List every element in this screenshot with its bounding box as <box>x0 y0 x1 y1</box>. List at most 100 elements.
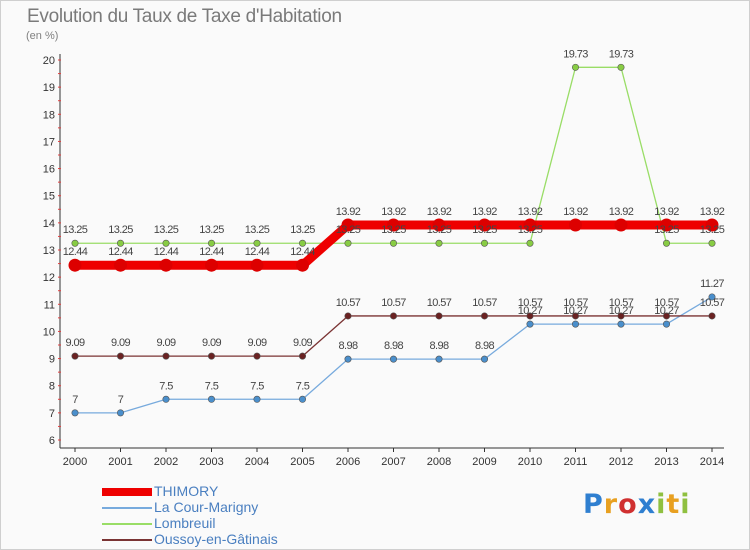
data-point-la-cour-marigny <box>571 320 579 328</box>
data-label-thimory: 13.92 <box>609 206 634 218</box>
y-tick-label: 19 <box>43 82 55 94</box>
x-tick-label: 2013 <box>654 456 678 468</box>
data-point-la-cour-marigny <box>344 355 352 363</box>
data-label-oussoy-en-g-tinais: 10.57 <box>472 297 497 309</box>
legend-swatch-la-cour-marigny <box>102 507 152 509</box>
data-point-lombreuil <box>389 239 397 247</box>
y-tick-label: 8 <box>49 381 55 393</box>
y-tick-label: 7 <box>49 408 55 420</box>
x-tick-label: 2011 <box>564 456 588 468</box>
logo-letter: o <box>618 489 638 520</box>
data-label-oussoy-en-g-tinais: 9.09 <box>202 337 221 349</box>
data-label-oussoy-en-g-tinais: 10.57 <box>427 297 452 309</box>
data-label-thimory: 13.92 <box>336 206 361 218</box>
data-point-oussoy-en-g-tinais <box>435 312 443 320</box>
data-point-thimory <box>159 258 173 272</box>
data-point-lombreuil <box>662 239 670 247</box>
data-point-oussoy-en-g-tinais <box>708 312 716 320</box>
x-tick-label: 2000 <box>63 456 87 468</box>
data-point-thimory <box>205 258 218 272</box>
data-point-thimory <box>478 218 491 232</box>
data-point-oussoy-en-g-tinais <box>253 352 261 360</box>
logo-letter: i <box>680 489 691 520</box>
data-label-thimory: 12.44 <box>290 246 315 258</box>
data-label-thimory: 12.44 <box>199 246 224 258</box>
x-tick-label: 2005 <box>290 456 314 468</box>
x-tick-label: 2008 <box>427 456 451 468</box>
x-tick-label: 2004 <box>245 456 269 468</box>
data-label-oussoy-en-g-tinais: 9.09 <box>247 337 266 349</box>
data-point-thimory <box>387 218 400 232</box>
data-point-lombreuil <box>526 239 534 247</box>
proxiti-logo: Proxiti <box>583 489 691 520</box>
data-point-thimory <box>614 218 628 232</box>
data-point-la-cour-marigny <box>662 320 670 328</box>
data-label-la-cour-marigny: 8.98 <box>429 340 448 352</box>
data-label-thimory: 12.44 <box>154 246 179 258</box>
data-label-thimory: 13.92 <box>381 206 406 218</box>
data-point-lombreuil <box>617 63 625 71</box>
data-label-thimory: 13.92 <box>518 206 543 218</box>
chart-title: Evolution du Taux de Taxe d'Habitation <box>27 6 342 27</box>
data-point-oussoy-en-g-tinais <box>117 352 125 360</box>
y-tick-label: 12 <box>43 272 55 284</box>
data-point-thimory <box>250 258 264 272</box>
x-tick-label: 2014 <box>700 456 724 468</box>
y-tick-label: 6 <box>49 435 55 447</box>
data-label-lombreuil: 13.25 <box>154 224 179 236</box>
data-label-oussoy-en-g-tinais: 9.09 <box>293 337 312 349</box>
data-point-oussoy-en-g-tinais <box>71 352 79 360</box>
x-tick-label: 2006 <box>336 456 360 468</box>
data-point-la-cour-marigny <box>298 395 306 403</box>
data-point-la-cour-marigny <box>435 355 443 363</box>
legend-label-oussoy-en-g-tinais: Oussoy-en-Gâtinais <box>154 531 278 547</box>
data-point-la-cour-marigny <box>617 320 625 328</box>
data-point-lombreuil <box>435 239 443 247</box>
logo-letter: x <box>637 489 657 520</box>
data-point-thimory <box>705 218 719 232</box>
x-tick-label: 2009 <box>472 456 496 468</box>
y-tick-label: 9 <box>49 354 55 366</box>
data-label-thimory: 12.44 <box>108 246 133 258</box>
unit-label: (en %) <box>26 30 59 42</box>
data-point-lombreuil <box>298 239 306 247</box>
data-label-la-cour-marigny: 7 <box>72 394 78 406</box>
data-point-la-cour-marigny <box>253 395 261 403</box>
legend-label-la-cour-marigny: La Cour-Marigny <box>154 499 259 515</box>
data-point-la-cour-marigny <box>208 395 216 403</box>
data-label-la-cour-marigny: 7 <box>118 394 124 406</box>
data-label-lombreuil: 13.25 <box>199 224 224 236</box>
data-point-la-cour-marigny <box>71 409 79 417</box>
data-label-oussoy-en-g-tinais: 10.57 <box>700 297 725 309</box>
data-point-thimory <box>569 218 582 232</box>
data-label-la-cour-marigny: 8.98 <box>475 340 494 352</box>
data-label-lombreuil: 19.73 <box>563 48 588 60</box>
data-point-thimory <box>432 218 446 232</box>
data-label-lombreuil: 13.25 <box>381 224 406 236</box>
data-point-la-cour-marigny <box>480 355 488 363</box>
y-tick-label: 11 <box>44 299 55 311</box>
data-point-la-cour-marigny <box>526 320 534 328</box>
data-point-la-cour-marigny <box>708 293 716 301</box>
legend-label-lombreuil: Lombreuil <box>154 515 216 531</box>
data-label-oussoy-en-g-tinais: 10.57 <box>381 297 406 309</box>
logo-letter: P <box>583 489 604 520</box>
data-point-thimory <box>68 258 82 272</box>
data-label-thimory: 13.92 <box>654 206 679 218</box>
data-point-lombreuil <box>571 63 579 71</box>
data-point-oussoy-en-g-tinais <box>571 312 579 320</box>
data-label-thimory: 13.92 <box>472 206 497 218</box>
logo-letter: t <box>666 489 681 520</box>
data-label-lombreuil: 13.25 <box>518 224 543 236</box>
data-label-lombreuil: 13.25 <box>336 224 361 236</box>
data-label-la-cour-marigny: 7.5 <box>205 380 219 392</box>
x-tick-label: 2002 <box>154 456 178 468</box>
data-point-oussoy-en-g-tinais <box>162 352 170 360</box>
data-point-oussoy-en-g-tinais <box>208 352 216 360</box>
data-label-la-cour-marigny: 7.5 <box>159 380 173 392</box>
data-point-thimory <box>114 258 127 272</box>
data-label-oussoy-en-g-tinais: 10.57 <box>654 297 679 309</box>
data-label-thimory: 13.92 <box>700 206 725 218</box>
data-label-oussoy-en-g-tinais: 10.57 <box>563 297 588 309</box>
data-label-oussoy-en-g-tinais: 10.57 <box>518 297 543 309</box>
